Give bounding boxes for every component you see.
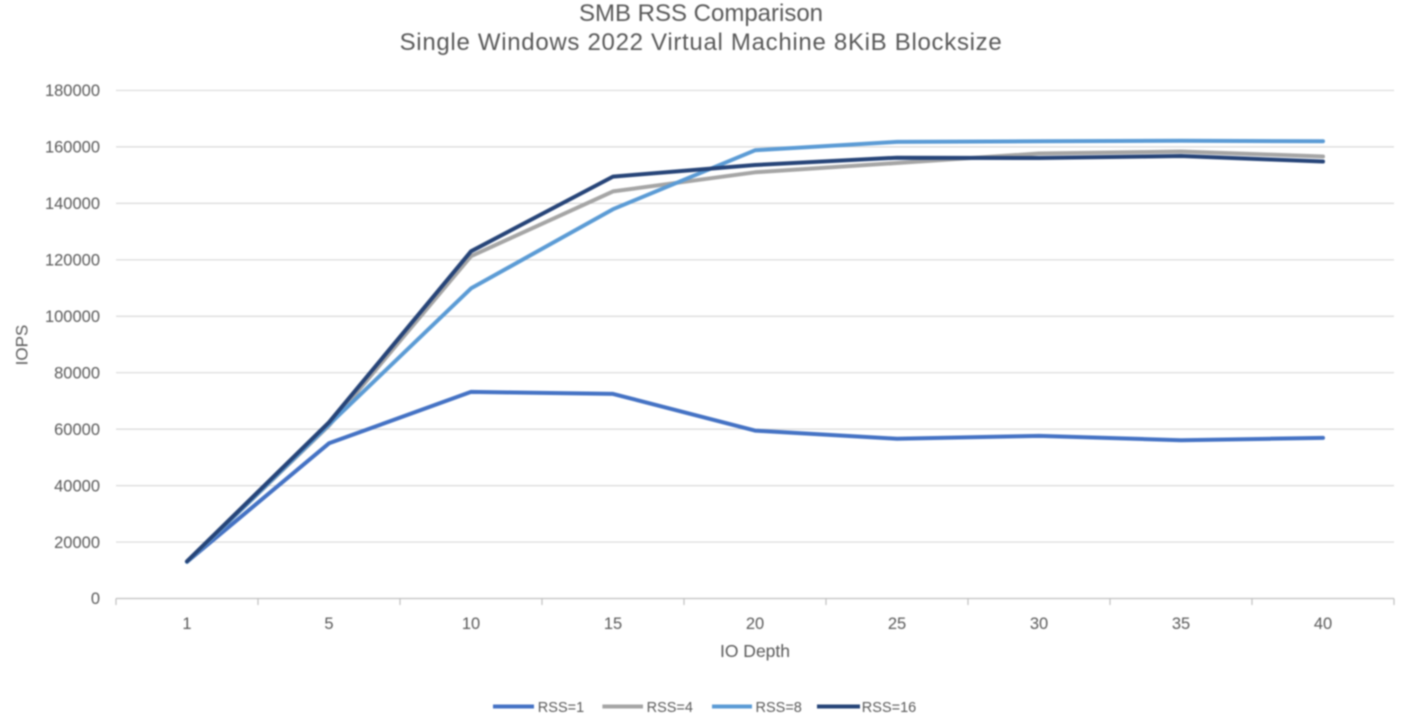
svg-text:20: 20 (746, 615, 764, 633)
svg-text:160000: 160000 (45, 139, 100, 157)
svg-text:180000: 180000 (45, 82, 100, 100)
svg-text:35: 35 (1172, 615, 1190, 633)
svg-text:40000: 40000 (54, 477, 100, 495)
svg-text:20000: 20000 (54, 534, 100, 552)
svg-text:Single Windows 2022 Virtual Ma: Single Windows 2022 Virtual Machine 8KiB… (400, 29, 1003, 56)
svg-text:RSS=8: RSS=8 (756, 700, 802, 716)
svg-text:15: 15 (604, 615, 622, 633)
svg-text:40: 40 (1314, 615, 1332, 633)
svg-text:10: 10 (462, 615, 480, 633)
svg-text:140000: 140000 (45, 195, 100, 213)
svg-text:100000: 100000 (45, 308, 100, 326)
svg-text:RSS=4: RSS=4 (647, 700, 693, 716)
svg-text:IO Depth: IO Depth (720, 641, 790, 661)
svg-text:1: 1 (182, 615, 191, 633)
svg-text:25: 25 (888, 615, 906, 633)
svg-text:30: 30 (1030, 615, 1048, 633)
svg-text:0: 0 (91, 590, 100, 608)
svg-text:60000: 60000 (54, 421, 100, 439)
svg-text:IOPS: IOPS (13, 325, 32, 366)
svg-text:120000: 120000 (45, 252, 100, 270)
svg-text:80000: 80000 (54, 364, 100, 382)
svg-text:5: 5 (324, 615, 333, 633)
svg-text:RSS=16: RSS=16 (862, 700, 916, 716)
svg-text:RSS=1: RSS=1 (538, 700, 584, 716)
svg-text:SMB RSS Comparison: SMB RSS Comparison (579, 0, 823, 27)
